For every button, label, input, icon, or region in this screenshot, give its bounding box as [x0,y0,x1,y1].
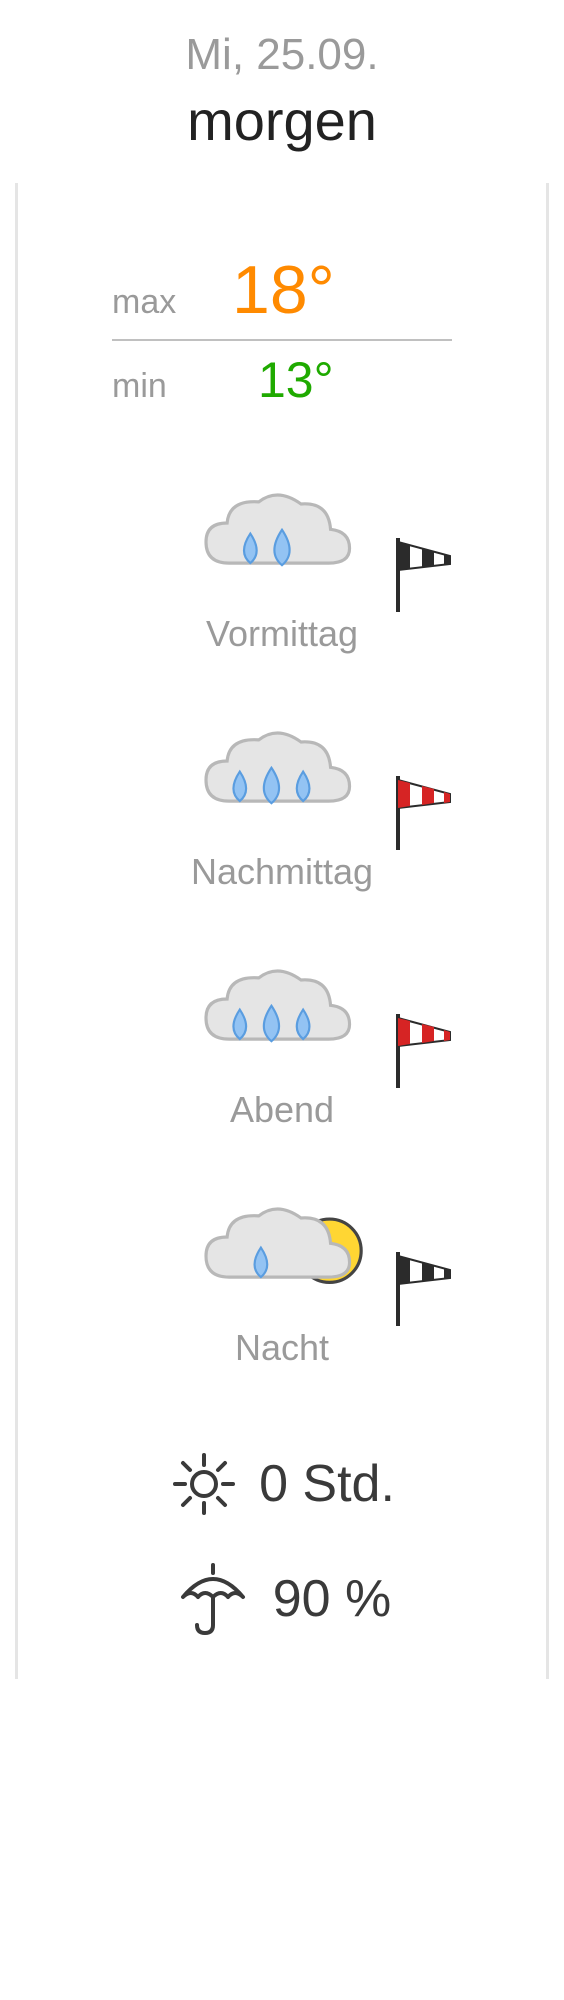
period-row: Nachmittag [48,715,516,893]
precip-row: 90 % [173,1559,392,1639]
period-center: Vormittag [187,477,377,655]
stats-block: 0 Std. 90 % [48,1449,516,1639]
temp-min-value: 13° [258,351,334,409]
temp-max-value: 18° [232,251,335,329]
period-label: Nachmittag [191,851,373,893]
periods-list: Vormittag Nachmittag Abend [48,477,516,1369]
sunshine-row: 0 Std. [169,1449,395,1519]
forecast-panel: max 18° min 13° Vormittag Nachmittag [15,183,549,1679]
temperature-block: max 18° min 13° [112,243,452,417]
weather-icon [187,477,377,607]
day-label: morgen [0,88,564,153]
temp-divider [112,339,452,341]
period-center: Nacht [187,1191,377,1369]
period-center: Nachmittag [187,715,377,893]
precip-value: 90 % [273,1569,392,1629]
temp-min-label: min [112,367,232,406]
sunshine-value: 0 Std. [259,1454,395,1514]
period-label: Nacht [235,1327,329,1369]
weather-icon [187,715,377,845]
period-row: Vormittag [48,477,516,655]
weather-icon [187,1191,377,1321]
period-center: Abend [187,953,377,1131]
weather-icon [187,953,377,1083]
windsock-icon [386,530,456,620]
temp-max-label: max [112,283,232,322]
windsock-icon [386,1244,456,1334]
period-label: Vormittag [206,613,358,655]
date-text: Mi, 25.09. [0,30,564,80]
sun-icon [169,1449,239,1519]
umbrella-icon [173,1559,253,1639]
temp-min-row: min 13° [112,343,452,417]
windsock-icon [386,1006,456,1096]
period-row: Abend [48,953,516,1131]
period-row: Nacht [48,1191,516,1369]
windsock-icon [386,768,456,858]
header: Mi, 25.09. morgen [0,0,564,183]
period-label: Abend [230,1089,334,1131]
temp-max-row: max 18° [112,243,452,337]
